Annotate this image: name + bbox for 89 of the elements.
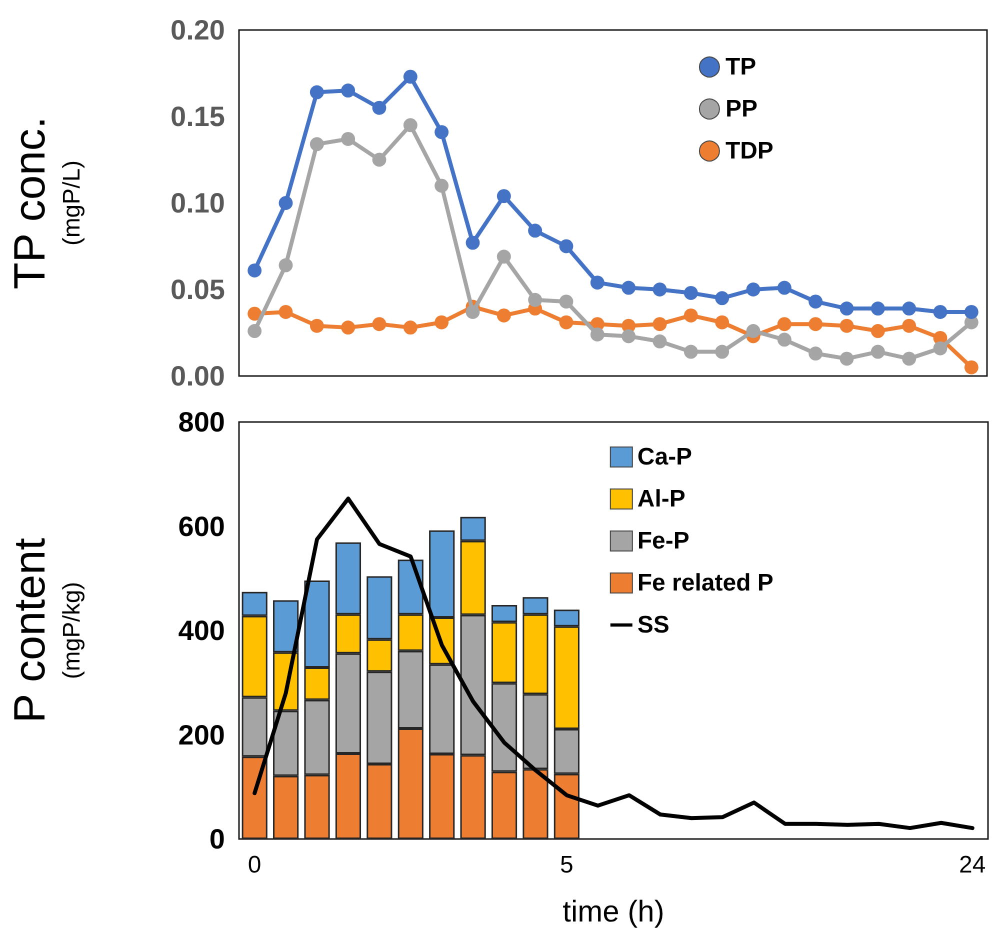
point xyxy=(496,308,511,322)
point xyxy=(341,320,356,335)
point xyxy=(559,294,574,309)
point xyxy=(933,304,948,319)
point xyxy=(278,196,293,210)
point xyxy=(840,352,854,366)
x-tick-label: 24 xyxy=(959,852,986,878)
point xyxy=(652,334,667,348)
y-tick-label: 200 xyxy=(178,719,225,750)
point xyxy=(746,324,760,338)
point xyxy=(559,239,574,254)
point xyxy=(248,306,262,321)
point xyxy=(590,276,604,290)
point xyxy=(466,236,480,250)
y-tick-label: 0.00 xyxy=(170,360,225,392)
point xyxy=(746,282,760,296)
y-tick-label: 800 xyxy=(178,406,225,438)
legend-label: Ca-P xyxy=(637,444,692,470)
point xyxy=(870,324,885,338)
point xyxy=(590,327,604,342)
point xyxy=(684,344,698,359)
y-tick-label: 0.20 xyxy=(170,14,225,46)
y-axis-title: TP conc. (mgP/L) xyxy=(6,116,86,290)
point xyxy=(341,132,356,146)
point xyxy=(372,100,386,115)
point xyxy=(777,280,792,295)
point xyxy=(310,137,324,152)
x-tick-label: 5 xyxy=(560,852,574,878)
point xyxy=(808,317,823,332)
point xyxy=(652,282,667,296)
point xyxy=(496,189,511,204)
point xyxy=(902,302,916,316)
point xyxy=(466,304,480,319)
point xyxy=(278,304,293,319)
point xyxy=(870,344,885,359)
y-tick-label: 0.15 xyxy=(170,101,225,132)
point xyxy=(902,352,916,366)
legend-label: Al-P xyxy=(637,486,686,512)
point xyxy=(278,258,293,272)
point xyxy=(403,70,418,84)
point xyxy=(652,317,667,332)
point xyxy=(528,224,542,238)
y-tick-label: 600 xyxy=(178,510,225,542)
point xyxy=(715,315,730,330)
point xyxy=(870,302,885,316)
point xyxy=(310,85,324,100)
legend-label: PP xyxy=(725,96,758,122)
point xyxy=(933,341,948,356)
point xyxy=(622,329,636,344)
point xyxy=(403,118,418,132)
point xyxy=(840,318,854,333)
point xyxy=(902,318,916,333)
point xyxy=(559,315,574,330)
legend-label: Fe related P xyxy=(637,570,774,596)
y-tick-label: 0.10 xyxy=(170,188,225,218)
x-axis-title: time (h) xyxy=(562,896,664,928)
point xyxy=(496,250,511,264)
point xyxy=(372,317,386,332)
point xyxy=(715,291,730,306)
point xyxy=(808,346,823,361)
legend-label: TP xyxy=(725,54,756,80)
point xyxy=(777,317,792,332)
point xyxy=(372,152,386,167)
point xyxy=(622,280,636,295)
y-tick-label: 400 xyxy=(178,615,225,646)
y-axis-title: P content (mgP/kg) xyxy=(6,538,86,724)
point xyxy=(808,294,823,309)
point xyxy=(341,84,356,98)
y-tick-label: 0 xyxy=(209,824,225,854)
point xyxy=(528,292,542,307)
point xyxy=(964,360,978,374)
point xyxy=(964,304,978,319)
point xyxy=(684,286,698,300)
point xyxy=(777,332,792,347)
point xyxy=(840,302,854,316)
legend-label: Fe-P xyxy=(637,528,690,554)
point xyxy=(715,344,730,359)
point xyxy=(248,263,262,278)
legend-label: TDP xyxy=(725,138,774,164)
point xyxy=(434,125,449,140)
point xyxy=(248,324,262,338)
x-tick-label: 0 xyxy=(248,852,262,878)
point xyxy=(684,308,698,322)
point xyxy=(310,318,324,333)
point xyxy=(403,320,418,335)
legend-label: SS xyxy=(637,612,670,638)
y-tick-label: 0.05 xyxy=(170,274,225,305)
point xyxy=(434,315,449,330)
point xyxy=(434,178,449,193)
